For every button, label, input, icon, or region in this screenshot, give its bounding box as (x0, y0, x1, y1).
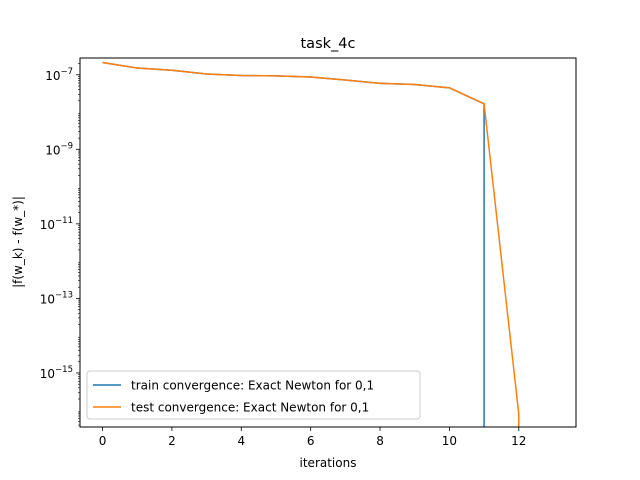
legend-box (86, 370, 421, 420)
y-tick-label: 10−11 (40, 216, 73, 232)
y-tick-label: 10−15 (40, 365, 73, 381)
y-tick-label: 10−9 (45, 141, 73, 157)
x-tick-label: 12 (511, 434, 526, 448)
legend-label: test convergence: Exact Newton for 0,1 (131, 401, 369, 415)
x-tick-label: 0 (99, 434, 107, 448)
series-layer (102, 61, 520, 427)
legend-label: train convergence: Exact Newton for 0,1 (131, 379, 374, 393)
x-tick-label: 6 (307, 434, 315, 448)
x-tick-label: 4 (237, 434, 245, 448)
plot-area (80, 58, 576, 427)
ticks-layer: 0 2 4 6 8 10 12 10−15 10−13 10−11 10−9 10−7 (40, 63, 526, 448)
x-tick-label: 10 (442, 434, 457, 448)
legend: train convergence: Exact Newton for 0,1 t… (86, 370, 421, 420)
y-axis-label: |f(w_k) - f(w_*)| (11, 196, 25, 288)
plot-frame (79, 57, 577, 428)
x-tick-label: 2 (168, 434, 176, 448)
x-axis-label: iterations (300, 456, 357, 470)
y-tick-label: 10−7 (45, 67, 73, 83)
chart-title: task_4c (301, 36, 356, 52)
series-line-2 (102, 61, 520, 427)
y-tick-label: 10−13 (40, 290, 73, 306)
x-tick-label: 8 (376, 434, 384, 448)
